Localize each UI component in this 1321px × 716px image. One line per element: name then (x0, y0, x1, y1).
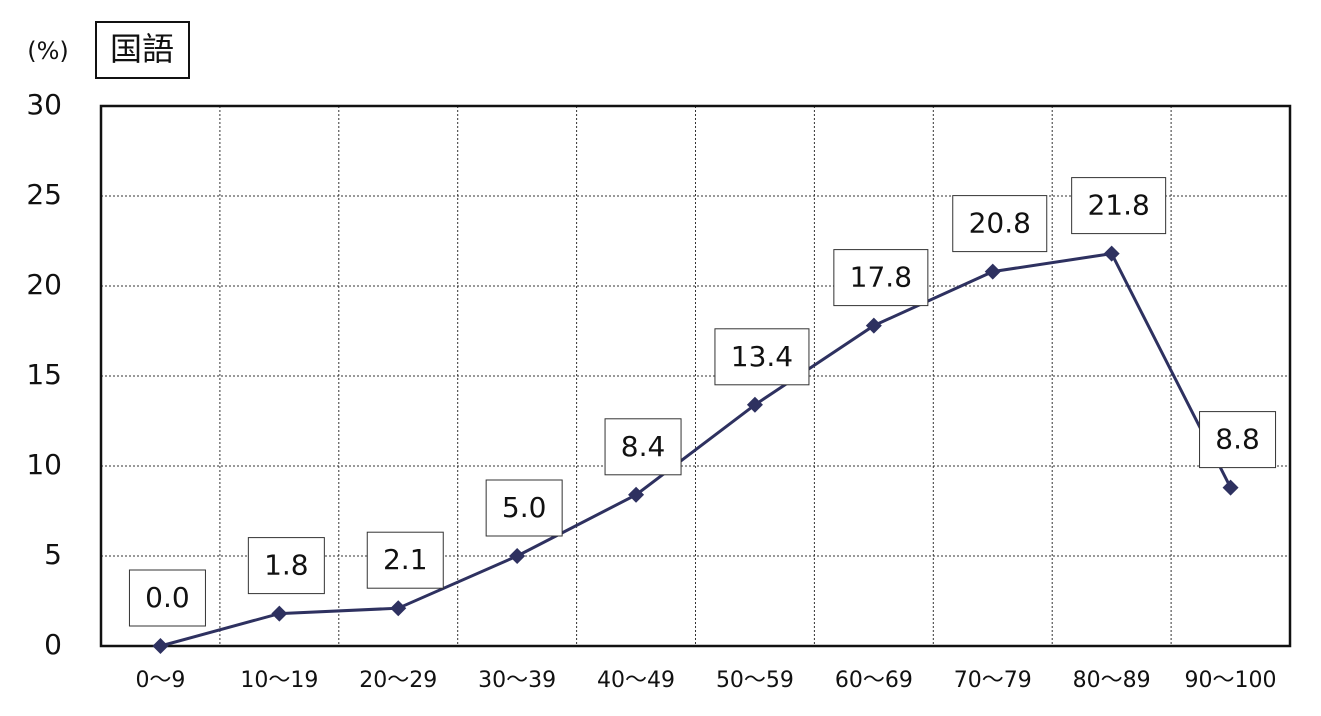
x-tick-label: 50〜59 (716, 668, 794, 693)
data-label-box (485, 479, 563, 537)
data-point (1103, 245, 1120, 262)
y-tick-label: 15 (26, 358, 62, 391)
y-tick-label: 0 (44, 628, 62, 661)
data-point (509, 548, 526, 564)
data-label: 21.8 (1087, 189, 1149, 222)
data-label-box (714, 328, 810, 386)
plot-frame (99, 104, 1292, 648)
y-tick-label: 5 (44, 538, 62, 571)
data-label-box (952, 195, 1048, 253)
y-axis-unit: (%) (27, 37, 69, 65)
y-tick-label: 25 (26, 178, 62, 211)
data-label: 20.8 (969, 207, 1031, 240)
data-point (746, 396, 763, 413)
data-label: 5.0 (502, 491, 547, 524)
chart-title: 国語 (110, 30, 174, 68)
data-label: 13.4 (731, 340, 793, 373)
data-label: 2.1 (383, 543, 428, 576)
data-label-box (128, 569, 206, 627)
data-label-box (247, 537, 325, 595)
x-tick-label: 40〜49 (597, 668, 675, 693)
data-label: 8.4 (621, 430, 666, 463)
data-label: 0.0 (145, 581, 190, 614)
data-point (984, 263, 1001, 280)
data-label-box (833, 249, 929, 307)
title-box (95, 21, 190, 79)
x-tick-label: 10〜19 (240, 668, 318, 693)
data-label-box (366, 531, 444, 589)
x-tick-label: 70〜79 (954, 668, 1032, 693)
y-tick-label: 30 (26, 88, 62, 121)
y-tick-label: 20 (26, 268, 62, 301)
x-tick-label: 90〜100 (1185, 668, 1277, 693)
data-label: 8.8 (1215, 423, 1260, 456)
x-tick-label: 30〜39 (478, 668, 556, 693)
data-point (1222, 479, 1239, 496)
x-tick-label: 80〜89 (1073, 668, 1151, 693)
data-point (152, 638, 169, 654)
data-point (865, 317, 882, 334)
data-label: 17.8 (850, 261, 912, 294)
data-point (390, 600, 407, 617)
data-label-box (1199, 411, 1277, 469)
x-tick-label: 20〜29 (359, 668, 437, 693)
data-label-box (604, 418, 682, 476)
series-line (160, 251, 1232, 648)
x-tick-label: 0〜9 (135, 668, 185, 693)
data-label: 1.8 (264, 549, 309, 582)
data-label-box (1071, 177, 1167, 235)
data-point (271, 605, 288, 622)
x-tick-label: 60〜69 (835, 668, 913, 693)
y-tick-label: 10 (26, 448, 62, 481)
data-point (628, 486, 645, 503)
